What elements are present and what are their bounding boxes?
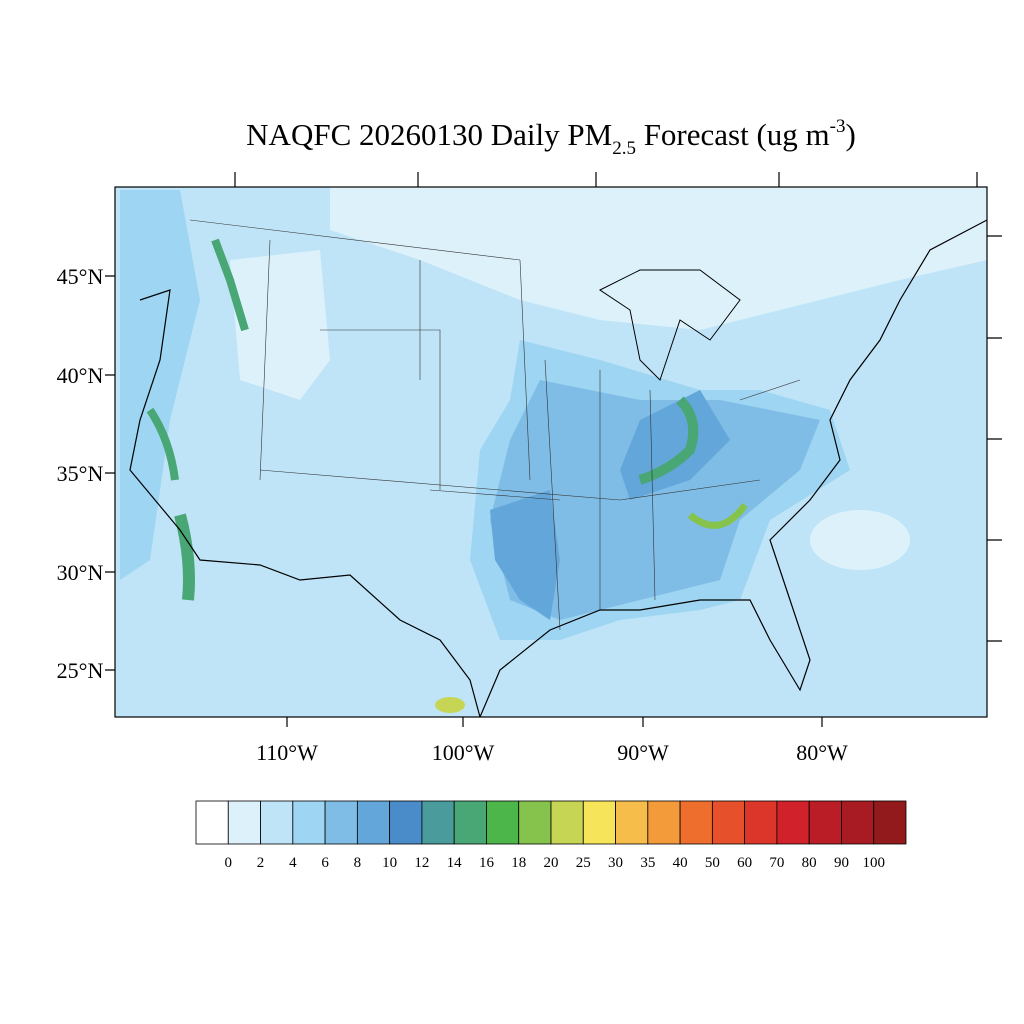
title-end: ) bbox=[845, 117, 855, 152]
colorbar-box bbox=[195, 800, 229, 845]
field-low bbox=[330, 187, 987, 330]
map-field bbox=[115, 187, 987, 717]
field-peak bbox=[211, 238, 249, 332]
colorbar-box bbox=[292, 800, 326, 845]
lon-labels: 110°W 100°W 90°W 80°W bbox=[256, 740, 848, 765]
colorbar-box bbox=[356, 800, 391, 845]
colorbar-label: 4 bbox=[289, 855, 297, 871]
colorbar-box bbox=[389, 800, 423, 845]
field-high bbox=[490, 380, 820, 620]
colorbar: 0 2 4 6 8 10 12 14 16 18 20 25 30 35 40 50 60 70 80 90 100 bbox=[195, 800, 907, 871]
lat-labels: 45°N 40°N 35°N 30°N 25°N bbox=[57, 264, 104, 683]
map-title: NAQFC 20260130 Daily PM2.5 Forecast (ug … bbox=[246, 116, 856, 159]
colorbar-box bbox=[260, 800, 294, 845]
colorbar-box bbox=[808, 800, 842, 845]
colorbar-label: 16 bbox=[479, 855, 495, 871]
colorbar-label: 12 bbox=[414, 855, 429, 871]
axis-ticks bbox=[105, 172, 1002, 727]
colorbar-box bbox=[453, 800, 487, 845]
field-peak bbox=[687, 502, 748, 529]
coastline bbox=[129, 289, 481, 717]
colorbar-label: 0 bbox=[225, 855, 233, 871]
colorbar-label: 20 bbox=[544, 855, 559, 871]
lon-label: 100°W bbox=[432, 740, 495, 765]
colorbar-label: 30 bbox=[608, 855, 623, 871]
colorbar-label: 2 bbox=[257, 855, 265, 871]
colorbar-label: 80 bbox=[802, 855, 817, 871]
title-main: NAQFC 20260130 Daily PM bbox=[246, 117, 612, 152]
colorbar-box bbox=[550, 800, 584, 845]
field-peak bbox=[435, 697, 465, 713]
colorbar-label: 14 bbox=[447, 855, 463, 871]
field-higher bbox=[490, 490, 560, 620]
colorbar-label: 18 bbox=[511, 855, 526, 871]
colorbar-box bbox=[615, 800, 649, 845]
colorbar-label: 50 bbox=[705, 855, 720, 871]
title-superscript: -3 bbox=[830, 116, 846, 137]
field-low bbox=[810, 510, 910, 570]
colorbar-box bbox=[841, 800, 875, 845]
colorbar-box bbox=[324, 800, 358, 845]
field-low bbox=[230, 250, 330, 400]
lat-label: 35°N bbox=[57, 461, 104, 486]
colorbar-label: 90 bbox=[834, 855, 849, 871]
field-peak bbox=[146, 407, 179, 481]
colorbar-label: 40 bbox=[673, 855, 688, 871]
colorbar-label: 70 bbox=[769, 855, 784, 871]
colorbar-label: 25 bbox=[576, 855, 591, 871]
lon-label: 90°W bbox=[617, 740, 669, 765]
great-lakes bbox=[599, 269, 741, 381]
colorbar-label: 60 bbox=[737, 855, 752, 871]
colorbar-box bbox=[518, 800, 552, 845]
colorbar-label: 6 bbox=[321, 855, 329, 871]
lat-label: 45°N bbox=[57, 264, 104, 289]
lon-label: 80°W bbox=[796, 740, 848, 765]
title-middle: Forecast (ug m bbox=[636, 117, 830, 152]
field-peak bbox=[174, 513, 195, 601]
colorbar-box bbox=[744, 800, 778, 845]
title-subscript: 2.5 bbox=[612, 138, 636, 159]
colorbar-box bbox=[486, 800, 520, 845]
coastline bbox=[479, 219, 987, 717]
lon-label: 110°W bbox=[256, 740, 318, 765]
colorbar-label: 100 bbox=[862, 855, 885, 871]
colorbar-box bbox=[679, 800, 713, 845]
field-peak bbox=[638, 396, 699, 485]
colorbar-box bbox=[227, 800, 261, 845]
map-frame bbox=[114, 186, 988, 718]
lat-label: 25°N bbox=[57, 658, 104, 683]
lat-label: 30°N bbox=[57, 560, 104, 585]
colorbar-label: 35 bbox=[640, 855, 655, 871]
state-boundaries bbox=[189, 219, 801, 631]
colorbar-box bbox=[873, 800, 907, 845]
colorbar-box bbox=[582, 800, 616, 845]
lat-label: 40°N bbox=[57, 363, 104, 388]
colorbar-box bbox=[776, 800, 810, 845]
colorbar-label: 10 bbox=[382, 855, 397, 871]
colorbar-box bbox=[711, 800, 746, 845]
colorbar-label: 8 bbox=[354, 855, 362, 871]
colorbar-box bbox=[421, 800, 455, 845]
colorbar-box bbox=[647, 800, 681, 845]
